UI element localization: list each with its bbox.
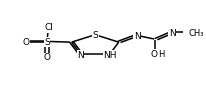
Text: N: N — [77, 51, 84, 60]
Text: O: O — [43, 53, 50, 62]
Text: NH: NH — [103, 51, 116, 60]
Text: O: O — [150, 50, 157, 59]
Text: N: N — [134, 32, 140, 41]
Text: O: O — [23, 38, 30, 47]
Text: S: S — [92, 31, 98, 40]
Text: Cl: Cl — [44, 23, 53, 32]
Text: S: S — [44, 38, 50, 47]
Text: CH₃: CH₃ — [188, 29, 204, 38]
Text: N: N — [169, 29, 176, 38]
Text: H: H — [158, 50, 165, 59]
